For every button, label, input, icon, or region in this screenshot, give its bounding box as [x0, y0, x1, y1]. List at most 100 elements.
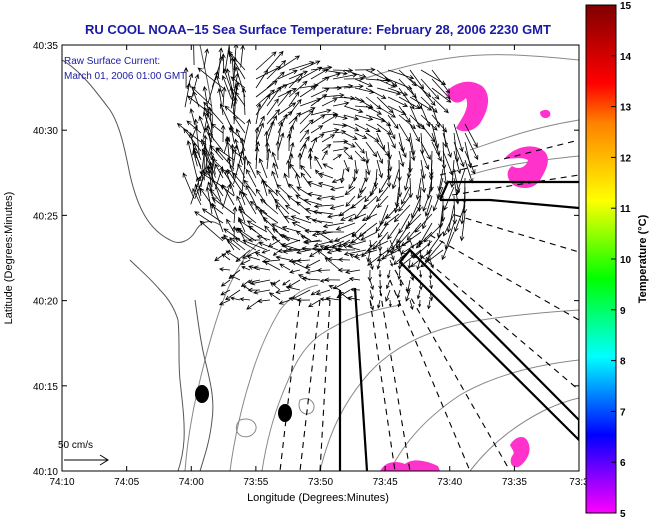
- current-vector: [275, 255, 291, 261]
- raw-current-label: Raw Surface Current:: [64, 56, 160, 67]
- current-vector: [422, 204, 433, 230]
- current-vector: [238, 208, 257, 224]
- current-vector: [376, 78, 397, 88]
- current-vector: [256, 234, 271, 241]
- current-vector: [343, 159, 350, 173]
- current-vector: [459, 213, 466, 242]
- current-vector: [311, 231, 334, 237]
- current-vector: [363, 168, 369, 183]
- current-vector: [291, 289, 311, 300]
- y-tick-label: 40:35: [33, 41, 58, 52]
- current-vector: [321, 134, 336, 143]
- current-vector: [226, 238, 241, 251]
- current-vector: [314, 155, 323, 170]
- current-vector: [308, 147, 313, 161]
- current-vector: [351, 233, 361, 241]
- current-vector: [237, 219, 257, 233]
- current-vector: [428, 159, 434, 181]
- current-vector: [364, 186, 378, 203]
- current-vector: [240, 45, 245, 68]
- current-vector: [361, 213, 378, 222]
- current-vector: [310, 93, 328, 107]
- current-vector: [443, 186, 455, 211]
- current-vector: [348, 177, 356, 190]
- current-vector: [331, 177, 345, 184]
- current-vector: [256, 169, 268, 188]
- current-vector: [325, 296, 341, 301]
- current-vector: [354, 132, 368, 139]
- current-vector: [246, 220, 268, 233]
- current-vector: [313, 203, 334, 209]
- current-vector: [255, 122, 264, 143]
- current-vector: [385, 289, 391, 302]
- current-vector: [263, 261, 281, 271]
- y-tick-label: 40:10: [33, 467, 58, 478]
- x-tick-label: 73:35: [502, 477, 527, 488]
- current-vector: [277, 121, 284, 143]
- current-vector: [199, 220, 224, 242]
- raw-current-time: March 01, 2006 01:00 GMT: [64, 71, 186, 82]
- current-vector: [299, 60, 321, 71]
- current-vector: [324, 257, 341, 271]
- map-layers: [62, 45, 579, 471]
- current-vector: [431, 141, 442, 162]
- current-vector: [395, 231, 411, 249]
- current-vector: [427, 239, 431, 247]
- current-vector: [329, 186, 345, 192]
- radar-sector-boundaries: [338, 180, 579, 471]
- current-vector: [266, 147, 272, 170]
- scale-label: 50 cm/s: [58, 440, 93, 451]
- current-vector: [339, 168, 345, 184]
- current-vector: [261, 249, 271, 254]
- current-vector: [288, 98, 302, 116]
- current-vector: [184, 82, 192, 108]
- current-vector: [409, 96, 433, 111]
- current-vector: [232, 144, 239, 167]
- current-vector: [271, 223, 290, 233]
- current-vector: [288, 61, 315, 71]
- current-vector: [214, 165, 224, 190]
- current-vector: [247, 237, 261, 243]
- current-vector: [332, 101, 350, 107]
- current-vector: [347, 240, 367, 248]
- current-vector: [343, 84, 364, 89]
- current-vector: [258, 157, 268, 179]
- current-vector: [193, 45, 195, 66]
- current-vector: [365, 159, 371, 176]
- current-vector: [235, 249, 251, 263]
- x-tick-label: 74:00: [179, 477, 204, 488]
- scale-vector: 50 cm/s: [58, 440, 109, 466]
- current-vector: [198, 115, 205, 131]
- current-vector: [310, 65, 333, 71]
- current-vector: [308, 299, 321, 308]
- current-vector: [429, 279, 433, 290]
- current-vector: [182, 172, 195, 199]
- current-vector: [376, 159, 384, 179]
- current-vector: [274, 198, 290, 215]
- current-vector: [299, 107, 316, 116]
- colorbar-tick-label: 7: [620, 407, 626, 418]
- current-vector: [254, 146, 260, 170]
- current-vector: [376, 186, 389, 203]
- current-vector: [375, 213, 389, 233]
- current-vector: [203, 48, 210, 69]
- current-vector: [318, 172, 334, 179]
- current-vector: [230, 143, 235, 171]
- current-vector: [419, 269, 423, 279]
- current-vector: [359, 177, 367, 194]
- current-vector: [420, 141, 431, 161]
- current-vector: [221, 86, 227, 107]
- current-vector: [414, 213, 433, 233]
- current-vector: [407, 259, 412, 270]
- current-vector: [387, 123, 396, 140]
- current-vector-field: [176, 45, 479, 311]
- current-vector: [246, 168, 257, 188]
- colorbar-tick-label: 14: [620, 52, 632, 63]
- current-vector: [286, 159, 291, 179]
- current-vector: [243, 179, 257, 197]
- current-vector: [268, 188, 279, 206]
- colorbar-tick-label: 6: [620, 458, 626, 469]
- current-vector: [297, 152, 303, 170]
- current-vector: [295, 194, 312, 206]
- y-tick-label: 40:15: [33, 382, 58, 393]
